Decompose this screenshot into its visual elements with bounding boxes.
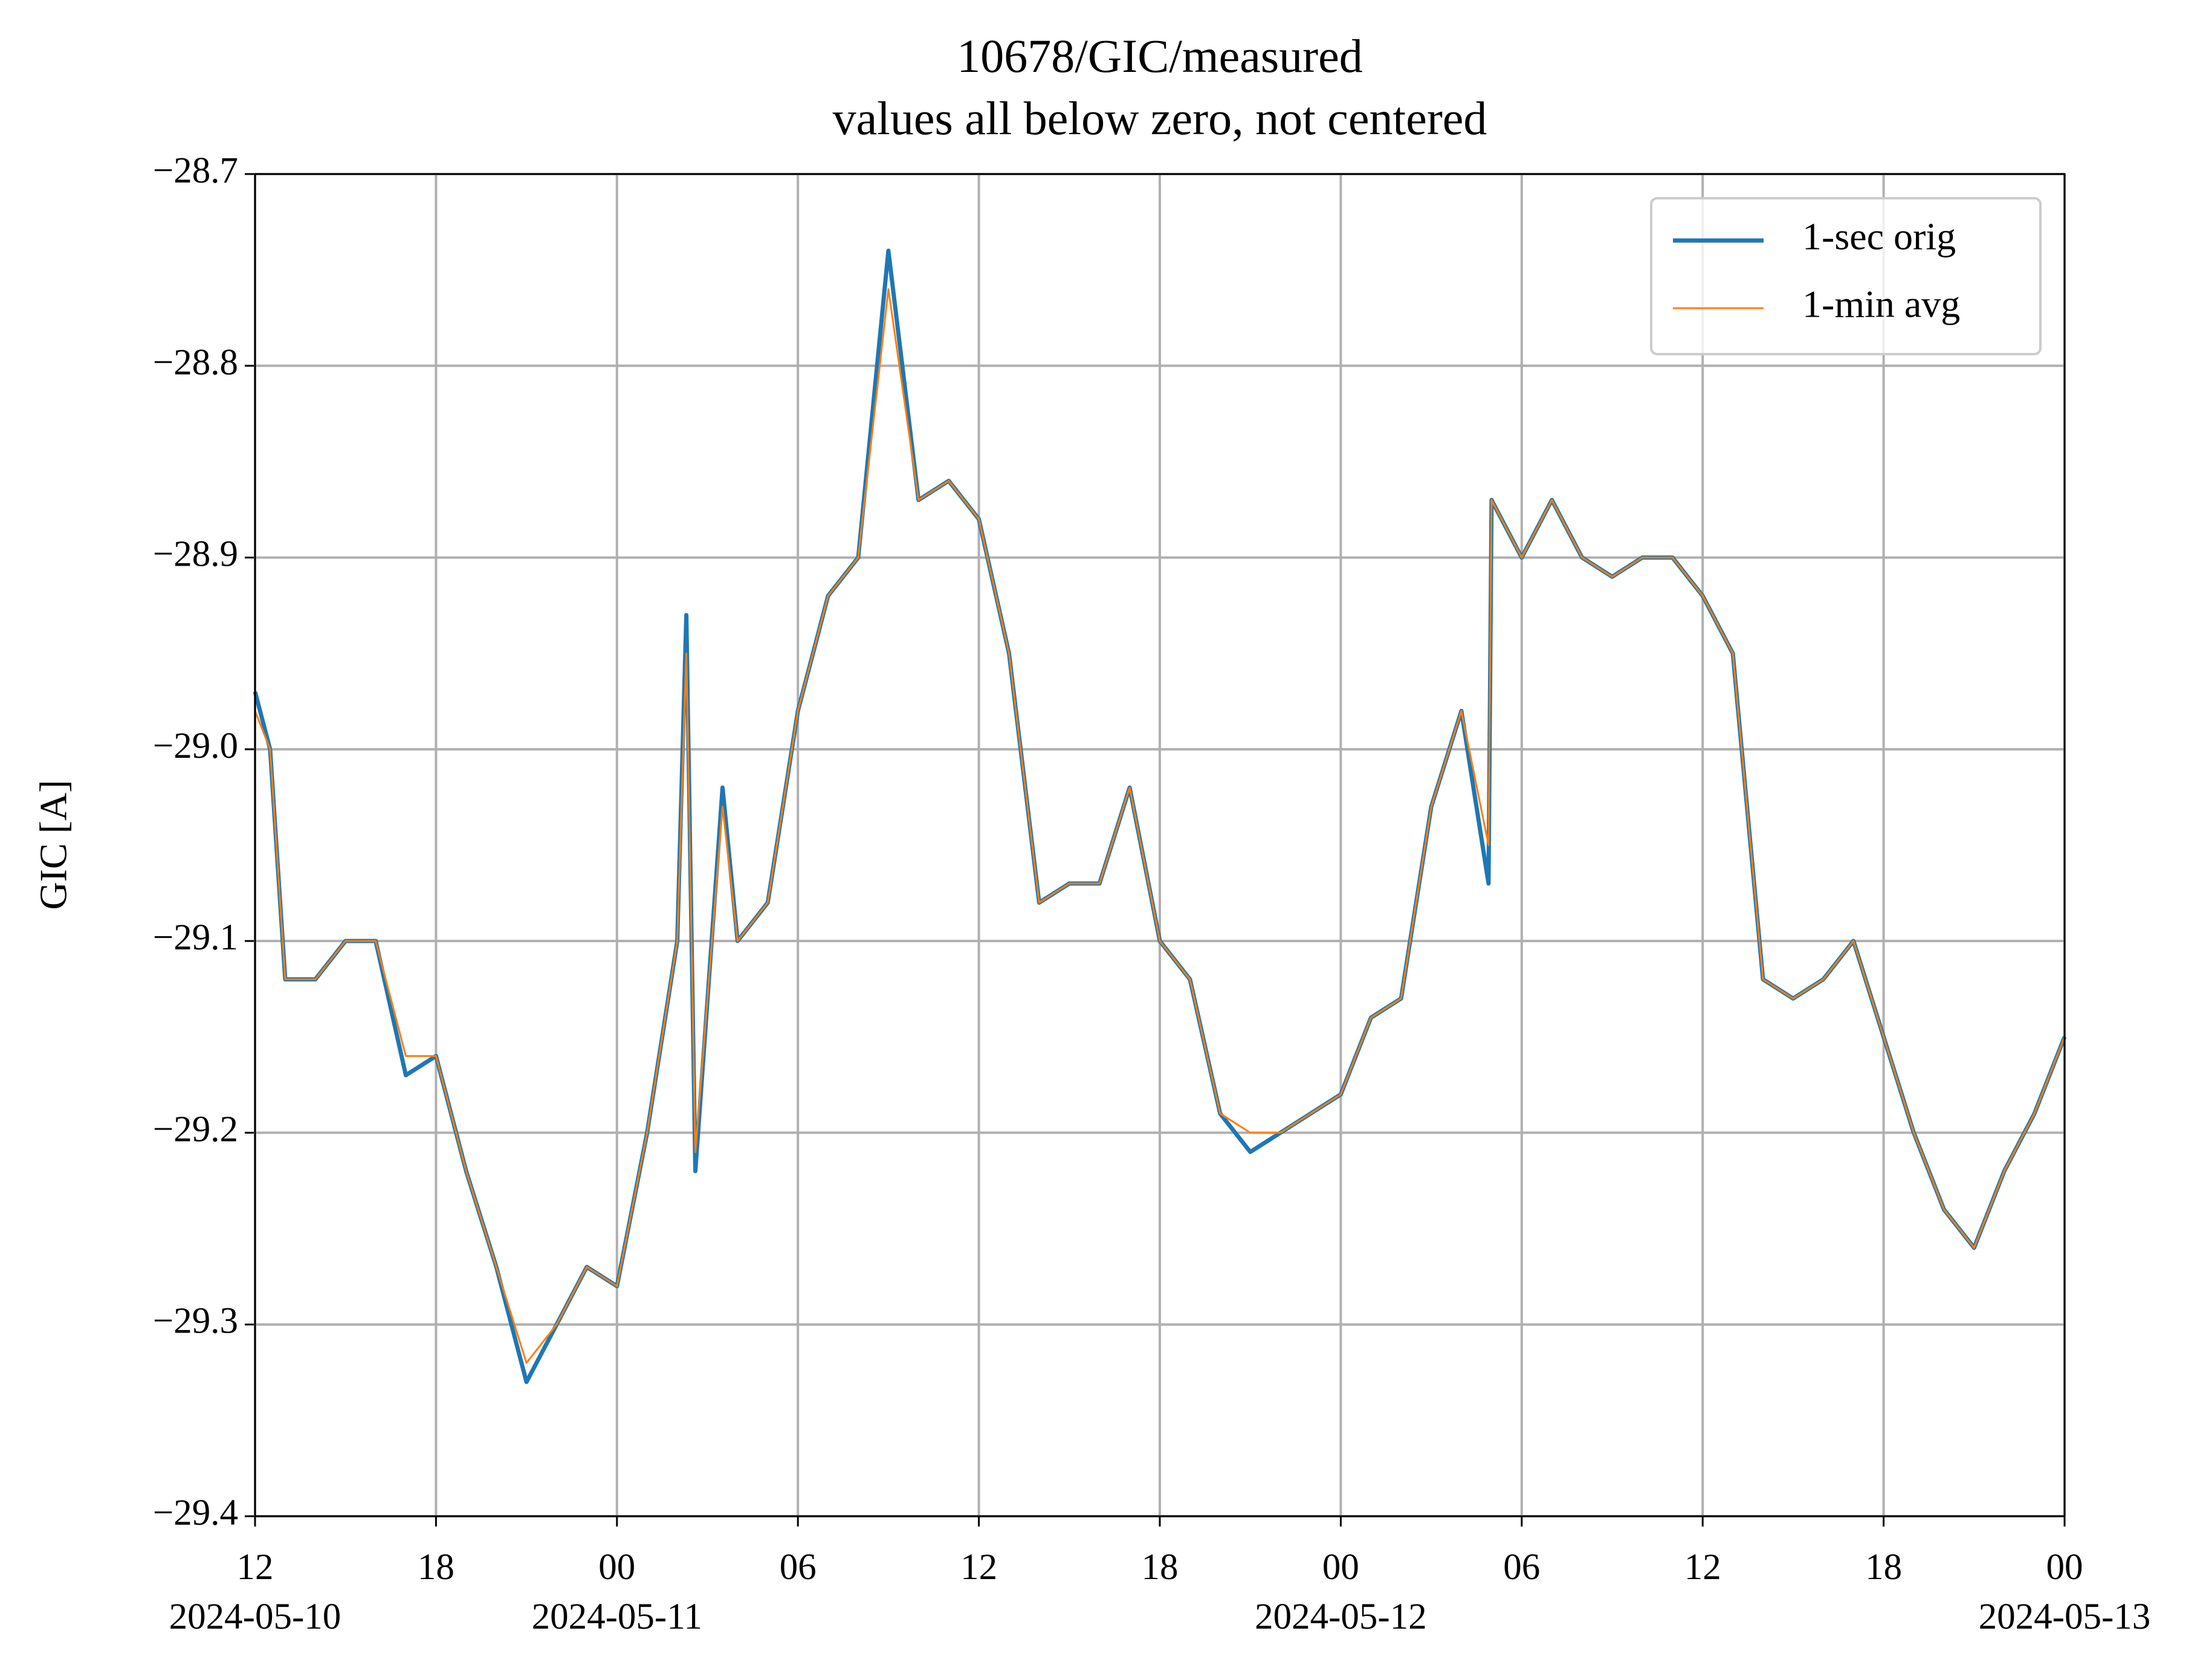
legend-label: 1-min avg xyxy=(1802,283,1960,326)
plot-frame xyxy=(254,173,2066,1517)
y-tick-label: −29.1 xyxy=(153,917,238,958)
x-tick-label: 12 xyxy=(960,1547,997,1588)
x-tick-label: 06 xyxy=(780,1547,817,1588)
x-tick-label: 00 2024-05-11 xyxy=(532,1547,702,1637)
x-tick-label: 12 xyxy=(1684,1547,1721,1588)
legend-label: 1-sec orig xyxy=(1802,215,1956,258)
y-tick-label: −29.3 xyxy=(153,1301,238,1342)
y-tick-label: −29.4 xyxy=(153,1493,238,1533)
chart-title: 10678/GIC/measured xyxy=(957,30,1363,82)
x-tick-label: 12 2024-05-10 xyxy=(169,1547,341,1637)
x-tick-label: 18 xyxy=(1142,1547,1179,1588)
x-tick-label: 00 2024-05-13 xyxy=(1979,1547,2151,1637)
y-axis-label: GIC [A] xyxy=(32,780,75,909)
x-tick-label: 18 xyxy=(1865,1547,1902,1588)
y-tick-label: −28.9 xyxy=(153,534,238,575)
legend-box xyxy=(1650,197,2042,355)
x-tick-label: 06 xyxy=(1503,1547,1540,1588)
x-tick-label: 00 2024-05-12 xyxy=(1255,1547,1427,1637)
series-line xyxy=(254,288,2066,1364)
y-tick-label: −29.0 xyxy=(153,726,238,766)
y-tick-label: −28.8 xyxy=(153,342,238,383)
chart-subtitle: values all below zero, not centered xyxy=(833,92,1487,144)
x-tick-label: 18 xyxy=(418,1547,454,1588)
y-tick-label: −29.2 xyxy=(153,1109,238,1149)
y-tick-label: −28.7 xyxy=(153,150,238,191)
